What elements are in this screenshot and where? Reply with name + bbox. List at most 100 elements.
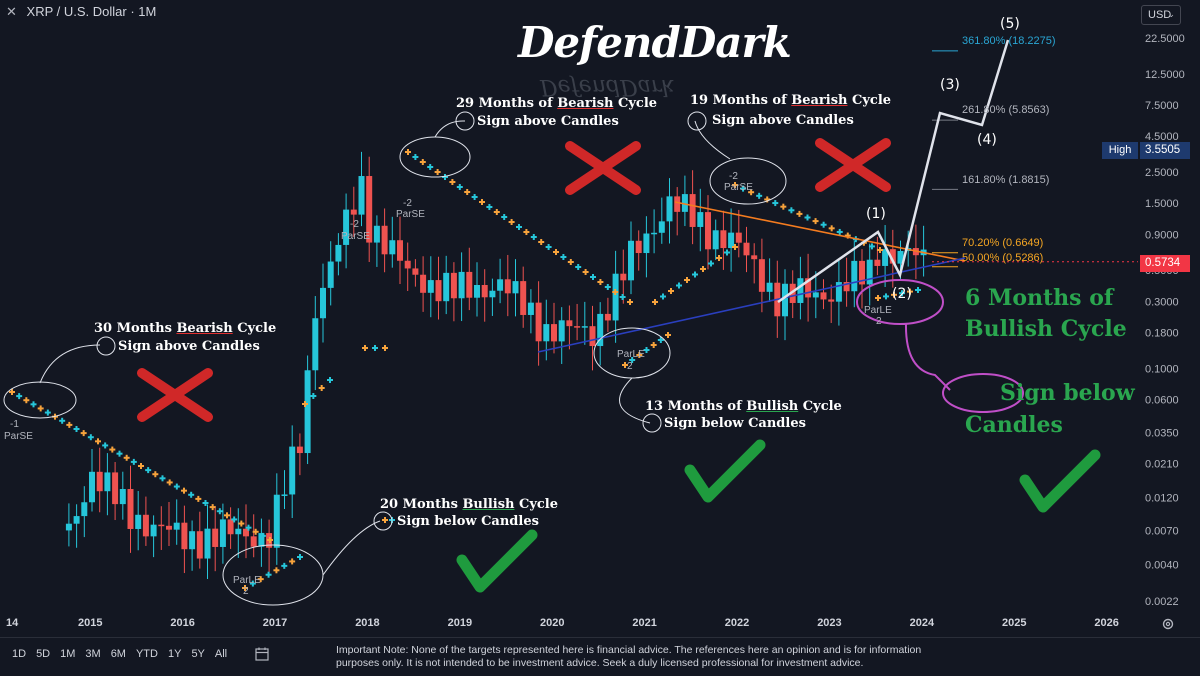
wave-label-4: (4) (977, 132, 997, 148)
candle-body (212, 528, 219, 547)
range-all[interactable]: All (214, 648, 228, 660)
time-axis-tick: 2019 (448, 617, 472, 629)
time-axis-tick: 2026 (1094, 617, 1118, 629)
candle-body (705, 212, 711, 250)
candle-body (96, 471, 103, 492)
range-1d[interactable]: 1D (12, 648, 27, 660)
candle-body (443, 272, 450, 302)
parse-label-3-num: -2 (350, 219, 359, 230)
candle-body (512, 281, 519, 294)
range-3m[interactable]: 3M (85, 648, 101, 660)
parse-label-2-num: -2 (403, 198, 412, 209)
candle-body (612, 273, 619, 321)
candle-body (343, 209, 350, 245)
candle-body (373, 225, 380, 243)
candle-body (366, 176, 373, 243)
candle-body (697, 212, 704, 227)
chart-canvas[interactable]: 22.5000 12.5000 7.5000 4.5000 2.5000 1.5000 0.… (0, 0, 1200, 637)
candle-body (628, 240, 634, 281)
candle-body (751, 255, 758, 260)
check-mark (684, 439, 766, 503)
candle-body (296, 446, 303, 454)
last-price-value: 0.5734 (1140, 255, 1190, 272)
range-6m[interactable]: 6M (110, 648, 126, 660)
candle-body (435, 280, 442, 302)
big-annotation-6m-line2: Bullish Cycle (965, 316, 1127, 342)
candle-body (489, 290, 496, 298)
annotation-13m-bullish-title: 13 Months of Bullish Cycle (645, 399, 842, 414)
candle-body (235, 528, 242, 535)
calendar-range-icon[interactable] (254, 646, 270, 662)
fib-label-70: 70.20% (0.6649) (962, 237, 1044, 249)
cross-mark (137, 368, 213, 422)
gear-icon[interactable] (1161, 617, 1175, 631)
range-buttons: 1D 5D 1M 3M 6M YTD 1Y 5Y All (12, 648, 227, 660)
time-axis-tick: 2018 (355, 617, 379, 629)
range-5y[interactable]: 5Y (191, 648, 205, 660)
candle-body (535, 302, 542, 342)
candle-body (404, 260, 411, 269)
highlight-circle (856, 279, 944, 325)
candle-body (474, 284, 480, 298)
range-5d[interactable]: 5D (36, 648, 51, 660)
symbol-header: ✕ XRP / U.S. Dollar · 1M (6, 4, 156, 20)
candle-body (851, 260, 858, 292)
annotation-connector (322, 520, 381, 576)
candle-body (142, 514, 149, 537)
candle-body (866, 259, 873, 285)
currency-select[interactable]: USD ⌄ (1141, 5, 1181, 25)
candle-body (620, 273, 627, 281)
candle-body (766, 282, 773, 292)
highlight-connector (904, 322, 951, 391)
candle-body (81, 502, 88, 517)
lower-trendline (537, 257, 966, 353)
candle-body (889, 249, 896, 264)
annotation-connector (694, 120, 731, 160)
candle-body (574, 326, 581, 328)
big-annotation-6m-line1: 6 Months of (965, 285, 1114, 311)
price-axis-tick: 0.0350 (1145, 427, 1179, 439)
candle-body (651, 232, 658, 235)
candle-body (150, 524, 157, 537)
candle-body (250, 536, 257, 547)
parse-label-4: ParSE (724, 182, 753, 193)
range-ytd[interactable]: YTD (135, 648, 158, 660)
chevron-down-icon: ⌄ (1167, 9, 1175, 19)
fib-label-161: 161.80% (1.8815) (962, 174, 1050, 186)
candle-body (243, 528, 249, 537)
candle-body (782, 283, 788, 317)
candle-body (681, 194, 688, 212)
candle-body (543, 324, 550, 342)
candle-body (458, 271, 465, 299)
time-axis-tick: 2022 (725, 617, 749, 629)
annotation-13m-bullish-sub: Sign below Candles (664, 416, 806, 431)
time-axis-tick: 2025 (1002, 617, 1026, 629)
symbol-title: XRP / U.S. Dollar · 1M (26, 4, 157, 19)
price-axis-tick: 0.0600 (1145, 394, 1179, 406)
close-icon[interactable]: ✕ (6, 4, 17, 19)
annotation-19m-bearish-title: 19 Months of Bearish Cycle (690, 93, 892, 108)
parse-label-1-num: -1 (10, 419, 19, 430)
candle-body (859, 260, 865, 285)
candle-body (497, 279, 504, 291)
range-1m[interactable]: 1M (60, 648, 76, 660)
check-mark (1019, 449, 1101, 513)
candle-body (643, 233, 650, 254)
annotation-marker-circle (455, 111, 475, 131)
candle-body (805, 278, 812, 298)
fib-label-50: 50.00% (0.5286) (962, 252, 1044, 264)
candle-body (312, 318, 319, 371)
range-1y[interactable]: 1Y (167, 648, 182, 660)
candle-body (166, 525, 172, 530)
annotation-30m-bearish-title: 30 Months Bearish Cycle (94, 321, 277, 336)
candle-body (828, 299, 835, 302)
candle-body (789, 283, 796, 303)
candle-body (350, 209, 357, 215)
parse-label-3: ParSE (341, 231, 370, 242)
candle-body (882, 249, 889, 266)
candle-body (89, 471, 95, 503)
logo-text: DefendDark (518, 18, 792, 67)
upper-trendline (674, 201, 966, 262)
highlight-circle-legend (942, 373, 1024, 413)
annotation-29m-bearish-sub: Sign above Candles (477, 114, 619, 129)
